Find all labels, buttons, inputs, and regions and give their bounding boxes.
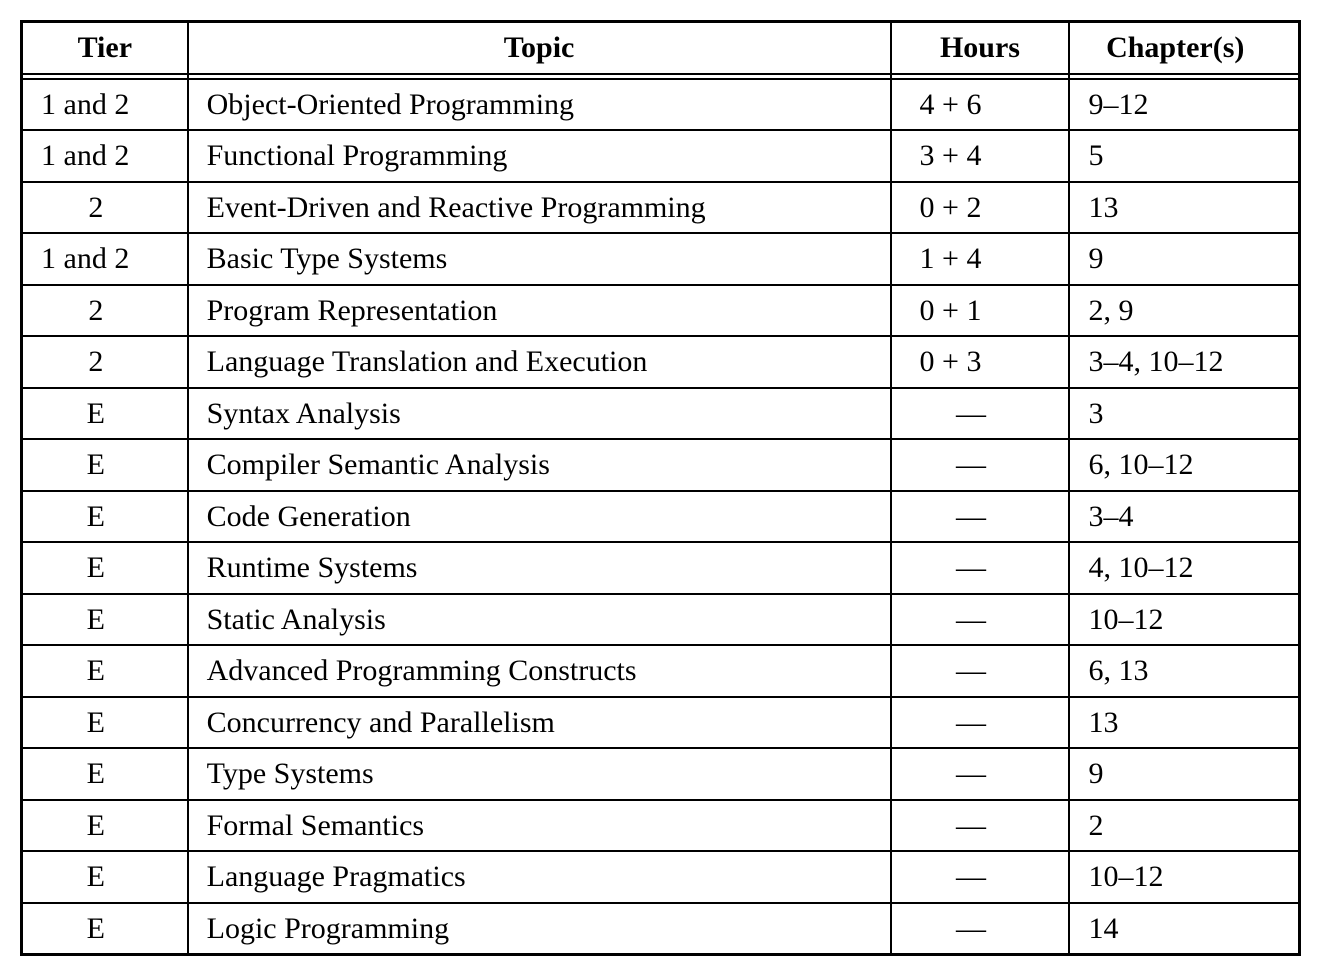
cell-tier: E (22, 748, 188, 800)
cell-tier: E (22, 542, 188, 594)
cell-tier: E (22, 800, 188, 852)
cell-topic: Static Analysis (188, 594, 891, 646)
cell-chapters: 4, 10–12 (1069, 542, 1299, 594)
table-row: ESyntax Analysis—3 (22, 388, 1300, 440)
cell-chapters: 9–12 (1069, 79, 1299, 131)
cell-chapters: 6, 10–12 (1069, 439, 1299, 491)
table-row: 1 and 2Functional Programming3 + 45 (22, 130, 1300, 182)
cell-chapters: 6, 13 (1069, 645, 1299, 697)
cell-topic: Runtime Systems (188, 542, 891, 594)
cell-tier: E (22, 697, 188, 749)
cell-chapters: 10–12 (1069, 851, 1299, 903)
cell-topic: Syntax Analysis (188, 388, 891, 440)
cell-topic: Type Systems (188, 748, 891, 800)
cell-tier: E (22, 903, 188, 955)
cell-tier: E (22, 439, 188, 491)
table-row: EConcurrency and Parallelism—13 (22, 697, 1300, 749)
cell-tier: E (22, 851, 188, 903)
cell-chapters: 3 (1069, 388, 1299, 440)
cell-chapters: 9 (1069, 233, 1299, 285)
cell-chapters: 9 (1069, 748, 1299, 800)
table-row: EAdvanced Programming Constructs—6, 13 (22, 645, 1300, 697)
cell-topic: Functional Programming (188, 130, 891, 182)
table-row: 2Language Translation and Execution0 + 3… (22, 336, 1300, 388)
table-header-row: Tier Topic Hours Chapter(s) (22, 22, 1300, 74)
table-row: 1 and 2Object-Oriented Programming4 + 69… (22, 79, 1300, 131)
cell-hours: — (891, 903, 1070, 955)
cell-hours: 0 + 1 (891, 285, 1070, 337)
cell-topic: Compiler Semantic Analysis (188, 439, 891, 491)
col-header-chapters: Chapter(s) (1069, 22, 1299, 74)
cell-tier: E (22, 491, 188, 543)
curriculum-table: Tier Topic Hours Chapter(s) 1 and 2Objec… (20, 20, 1301, 956)
cell-chapters: 5 (1069, 130, 1299, 182)
table-row: EType Systems—9 (22, 748, 1300, 800)
cell-topic: Advanced Programming Constructs (188, 645, 891, 697)
cell-hours: — (891, 439, 1070, 491)
table-row: ECompiler Semantic Analysis—6, 10–12 (22, 439, 1300, 491)
cell-hours: 0 + 3 (891, 336, 1070, 388)
table-row: 2Event-Driven and Reactive Programming0 … (22, 182, 1300, 234)
cell-hours: — (891, 748, 1070, 800)
cell-chapters: 2 (1069, 800, 1299, 852)
cell-hours: — (891, 645, 1070, 697)
table-row: ERuntime Systems—4, 10–12 (22, 542, 1300, 594)
table-row: 1 and 2Basic Type Systems1 + 49 (22, 233, 1300, 285)
cell-hours: 4 + 6 (891, 79, 1070, 131)
cell-chapters: 14 (1069, 903, 1299, 955)
cell-tier: E (22, 594, 188, 646)
cell-topic: Logic Programming (188, 903, 891, 955)
cell-topic: Language Translation and Execution (188, 336, 891, 388)
cell-topic: Object-Oriented Programming (188, 79, 891, 131)
col-header-hours: Hours (891, 22, 1070, 74)
cell-topic: Code Generation (188, 491, 891, 543)
table-body: 1 and 2Object-Oriented Programming4 + 69… (22, 74, 1300, 955)
cell-tier: 1 and 2 (22, 79, 188, 131)
cell-hours: 1 + 4 (891, 233, 1070, 285)
cell-hours: — (891, 388, 1070, 440)
cell-tier: 2 (22, 182, 188, 234)
cell-hours: — (891, 800, 1070, 852)
cell-hours: — (891, 491, 1070, 543)
table-row: ECode Generation—3–4 (22, 491, 1300, 543)
cell-hours: — (891, 594, 1070, 646)
col-header-topic: Topic (188, 22, 891, 74)
table-row: EStatic Analysis—10–12 (22, 594, 1300, 646)
cell-chapters: 13 (1069, 697, 1299, 749)
table-row: 2Program Representation0 + 12, 9 (22, 285, 1300, 337)
cell-topic: Basic Type Systems (188, 233, 891, 285)
cell-tier: 1 and 2 (22, 233, 188, 285)
cell-topic: Event-Driven and Reactive Programming (188, 182, 891, 234)
cell-hours: — (891, 542, 1070, 594)
table-row: ELogic Programming—14 (22, 903, 1300, 955)
cell-chapters: 2, 9 (1069, 285, 1299, 337)
cell-tier: E (22, 645, 188, 697)
cell-chapters: 10–12 (1069, 594, 1299, 646)
cell-tier: E (22, 388, 188, 440)
table-row: ELanguage Pragmatics—10–12 (22, 851, 1300, 903)
cell-topic: Language Pragmatics (188, 851, 891, 903)
table-row: EFormal Semantics—2 (22, 800, 1300, 852)
cell-tier: 2 (22, 336, 188, 388)
cell-topic: Formal Semantics (188, 800, 891, 852)
cell-hours: 0 + 2 (891, 182, 1070, 234)
cell-hours: — (891, 851, 1070, 903)
cell-hours: — (891, 697, 1070, 749)
cell-chapters: 3–4, 10–12 (1069, 336, 1299, 388)
cell-chapters: 13 (1069, 182, 1299, 234)
cell-tier: 1 and 2 (22, 130, 188, 182)
cell-tier: 2 (22, 285, 188, 337)
cell-chapters: 3–4 (1069, 491, 1299, 543)
cell-topic: Program Representation (188, 285, 891, 337)
cell-hours: 3 + 4 (891, 130, 1070, 182)
cell-topic: Concurrency and Parallelism (188, 697, 891, 749)
col-header-tier: Tier (22, 22, 188, 74)
